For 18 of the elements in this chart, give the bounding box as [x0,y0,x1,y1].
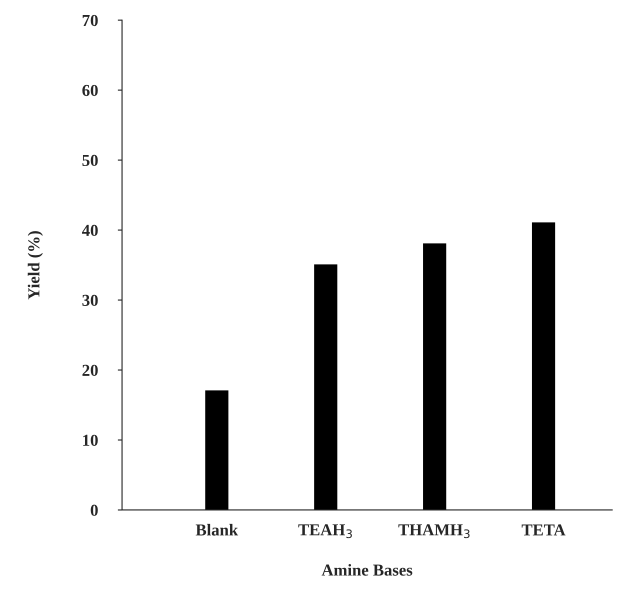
bar [205,390,228,510]
x-tick-label: TETA [522,524,566,536]
bar [532,222,556,510]
y-tick-label: 40 [82,224,98,236]
y-tick-label: 60 [82,84,98,96]
x-tick-label: THAMH$_{3}$ [398,524,470,538]
y-tick-label: 20 [82,364,98,376]
y-tick-label: 10 [83,434,98,446]
y-axis-title: Yield (%) [28,231,43,300]
y-tick-label: 0 [90,504,98,516]
y-tick-label: 70 [82,14,98,26]
bar [423,243,446,510]
x-tick-label: Blank [196,524,238,536]
y-tick-label: 50 [82,154,98,166]
x-axis-title: Amine Bases [322,564,412,576]
x-tick-label: TEAH$_{3}$ [298,524,352,538]
y-tick-label: 30 [82,294,98,306]
bar [314,264,338,510]
